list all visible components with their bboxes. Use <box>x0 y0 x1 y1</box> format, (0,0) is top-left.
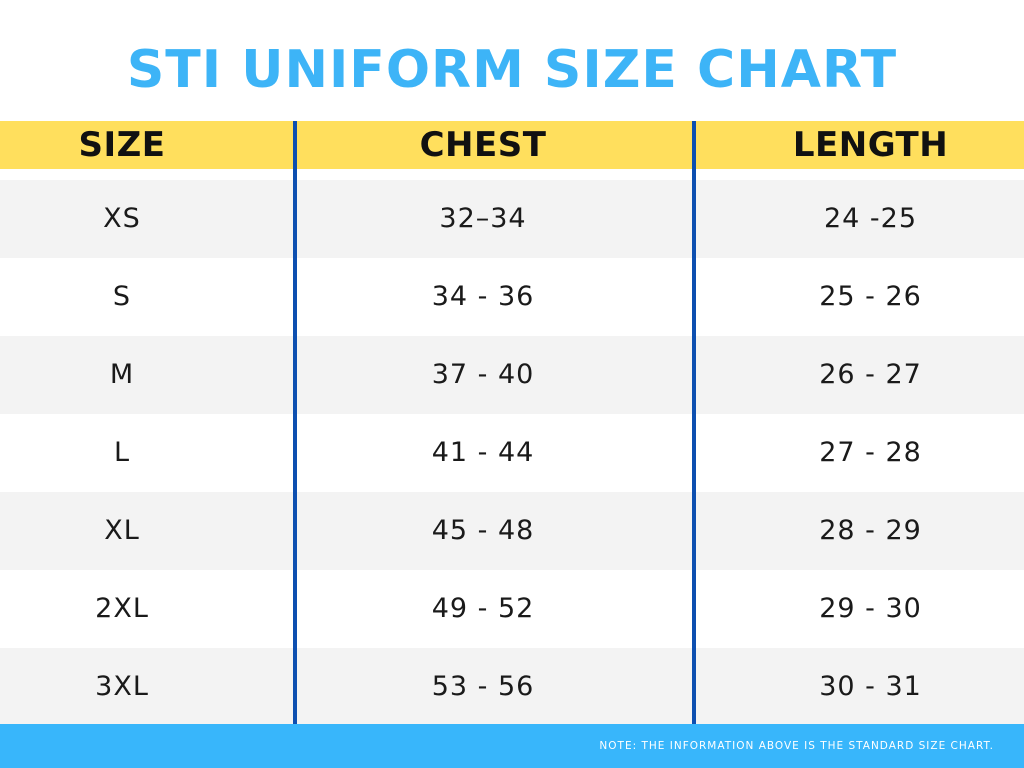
table-row: S 34 - 36 25 - 26 <box>0 258 1024 336</box>
cell-size: S <box>112 281 132 312</box>
footer-note: NOTE: THE INFORMATION ABOVE IS THE STAND… <box>599 740 994 752</box>
table-row: M 37 - 40 26 - 27 <box>0 336 1024 414</box>
cell-length: 24 -25 <box>823 203 918 234</box>
table-row: 2XL 49 - 52 29 - 30 <box>0 570 1024 648</box>
page-title: STI UNIFORM SIZE CHART <box>126 40 898 100</box>
header-chest: CHEST <box>419 125 547 165</box>
table-body: XS 32–34 24 -25 S 34 - 36 25 - 26 M 37 - 40 26 -… <box>0 180 1024 726</box>
cell-chest: 37 - 40 <box>431 359 535 390</box>
column-divider-1 <box>293 121 297 724</box>
cell-chest: 34 - 36 <box>431 281 535 312</box>
cell-length: 30 - 31 <box>819 671 922 702</box>
cell-size: 2XL <box>95 593 149 624</box>
table-header-band <box>0 121 1024 169</box>
cell-size: 3XL <box>95 671 149 702</box>
cell-chest: 45 - 48 <box>431 515 535 546</box>
cell-chest: 49 - 52 <box>431 593 535 624</box>
footer-bar <box>0 724 1024 768</box>
table-row: 3XL 53 - 56 30 - 31 <box>0 648 1024 726</box>
table-row: L 41 - 44 27 - 28 <box>0 414 1024 492</box>
cell-size: M <box>109 359 135 390</box>
table-row: XS 32–34 24 -25 <box>0 180 1024 258</box>
cell-chest: 32–34 <box>439 203 527 234</box>
cell-size: L <box>113 437 131 468</box>
cell-length: 25 - 26 <box>819 281 922 312</box>
cell-size: XL <box>104 515 140 546</box>
cell-size: XS <box>103 203 141 234</box>
cell-chest: 53 - 56 <box>431 671 535 702</box>
cell-length: 29 - 30 <box>819 593 922 624</box>
header-length: LENGTH <box>792 125 949 165</box>
cell-length: 28 - 29 <box>819 515 922 546</box>
cell-length: 27 - 28 <box>819 437 922 468</box>
table-row: XL 45 - 48 28 - 29 <box>0 492 1024 570</box>
cell-chest: 41 - 44 <box>431 437 535 468</box>
column-divider-2 <box>692 121 696 724</box>
header-size: SIZE <box>78 125 166 165</box>
cell-length: 26 - 27 <box>819 359 922 390</box>
